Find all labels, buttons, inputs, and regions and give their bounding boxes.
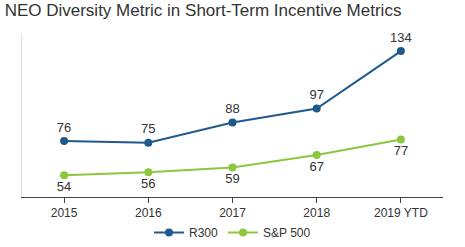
- svg-text:NEO Diversity Metric in Short-: NEO Diversity Metric in Short-Term Incen…: [5, 1, 402, 20]
- svg-text:2019 YTD: 2019 YTD: [374, 206, 428, 220]
- svg-text:75: 75: [141, 121, 155, 136]
- svg-text:2017: 2017: [219, 206, 246, 221]
- svg-text:2015: 2015: [51, 206, 78, 220]
- svg-text:88: 88: [225, 101, 239, 116]
- svg-text:77: 77: [394, 143, 408, 158]
- svg-text:R300: R300: [189, 226, 218, 240]
- svg-text:2018: 2018: [303, 206, 331, 221]
- svg-text:97: 97: [309, 87, 323, 102]
- svg-text:59: 59: [225, 171, 239, 186]
- svg-text:67: 67: [309, 159, 323, 174]
- svg-text:S&P 500: S&P 500: [263, 226, 310, 240]
- svg-text:54: 54: [57, 179, 71, 194]
- svg-text:76: 76: [57, 120, 71, 135]
- svg-text:2016: 2016: [134, 206, 162, 221]
- svg-text:134: 134: [390, 30, 412, 45]
- svg-text:56: 56: [141, 176, 155, 191]
